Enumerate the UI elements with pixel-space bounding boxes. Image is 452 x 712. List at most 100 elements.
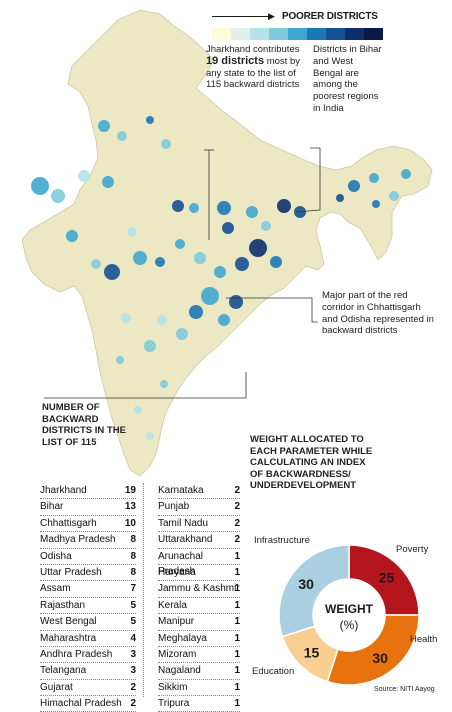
- district-count: 2: [130, 698, 136, 710]
- callout-bihar-wb: Districts in Bihar and West Bengal are a…: [313, 44, 382, 114]
- weight-donut-chart: 25 30 15 30 WEIGHT (%): [278, 544, 420, 686]
- state-name: Jammu & Kashmir: [158, 583, 240, 595]
- table-row: Madhya Pradesh 8: [40, 532, 136, 549]
- callout-red-corridor: Major part of the red corridor in Chhatt…: [322, 290, 434, 337]
- state-name: Jharkhand: [40, 485, 87, 496]
- donut-value-poverty: 25: [379, 570, 395, 586]
- district-count: 1: [234, 648, 240, 660]
- callout-jharkhand-bold: 19 districts: [206, 54, 265, 67]
- district-count: 1: [234, 616, 240, 628]
- donut-value-health: 30: [372, 650, 388, 666]
- district-dot: [176, 328, 188, 340]
- district-dot: [117, 131, 127, 141]
- label-infrastructure: Infrastructure: [254, 535, 310, 546]
- source-note: Source: NITI Aayog: [374, 686, 435, 693]
- state-name: Chhattisgarh: [40, 517, 97, 529]
- row-divider: [40, 563, 136, 565]
- row-divider: [40, 645, 136, 647]
- row-divider: [158, 695, 240, 697]
- district-count: 1: [234, 681, 240, 693]
- state-name: Kerala: [158, 599, 187, 611]
- district-dot: [277, 199, 291, 213]
- district-dot: [146, 432, 154, 440]
- state-name: Madhya Pradesh: [40, 534, 116, 546]
- row-divider: [158, 514, 240, 516]
- india-outline: [21, 9, 433, 477]
- row-divider: [158, 662, 240, 664]
- state-name: Meghalaya: [158, 632, 207, 644]
- district-count: 2: [234, 517, 240, 529]
- district-dot: [189, 305, 203, 319]
- row-divider: [158, 563, 240, 565]
- district-dot: [157, 315, 167, 325]
- red-corridor-leader: [226, 297, 318, 323]
- row-divider: [40, 629, 136, 631]
- district-dot: [98, 120, 110, 132]
- state-name: Gujarat: [40, 681, 73, 693]
- table-row: Tripura 1: [158, 696, 240, 712]
- legend-swatch: [212, 28, 231, 40]
- district-dot: [336, 194, 344, 202]
- legend-title: POORER DISTRICTS: [282, 11, 378, 22]
- district-count: 1: [234, 583, 240, 595]
- legend-swatch: [326, 28, 345, 40]
- table-row: Andhra Pradesh 3: [40, 647, 136, 664]
- table-row: Punjab 2: [158, 499, 240, 516]
- label-poverty: Poverty: [396, 544, 429, 555]
- row-divider: [158, 629, 240, 631]
- state-name: Nagaland: [158, 665, 201, 677]
- district-dot: [121, 313, 131, 323]
- table-row: Jharkhand 19: [40, 483, 136, 500]
- table-row: Odisha 8: [40, 549, 136, 565]
- districts-table-right: Karnataka 2 Punjab 2 Tamil Nadu 2 Uttarakhand 2…: [158, 483, 240, 712]
- district-dot: [161, 139, 171, 149]
- table-row: Karnataka 2: [158, 483, 240, 500]
- district-count: 8: [130, 566, 136, 578]
- row-divider: [158, 547, 240, 549]
- table-row: Sikkim 1: [158, 680, 240, 697]
- arrow-right-icon: ▶: [268, 11, 275, 21]
- state-name: Sikkim: [158, 681, 188, 693]
- district-dot: [222, 222, 234, 234]
- state-name: West Bengal: [40, 616, 97, 628]
- district-count: 19: [124, 485, 136, 496]
- district-dot: [389, 191, 399, 201]
- table-row: Nagaland 1: [158, 663, 240, 680]
- district-dot: [175, 239, 185, 249]
- legend-swatch: [307, 28, 326, 40]
- district-dot: [146, 116, 154, 124]
- district-count: 8: [130, 550, 136, 562]
- legend-swatch: [269, 28, 288, 40]
- district-count: 3: [130, 665, 136, 677]
- district-dot: [201, 287, 219, 305]
- district-dot: [172, 200, 184, 212]
- state-name: Bihar: [40, 501, 64, 513]
- state-name: Odisha: [40, 550, 72, 562]
- state-name: Assam: [40, 583, 71, 595]
- donut-slice-infrastructure: [278, 544, 350, 638]
- label-health: Health: [410, 634, 438, 645]
- state-name: Rajasthan: [40, 599, 86, 611]
- table-row: Telangana 3: [40, 663, 136, 680]
- district-count: 1: [234, 599, 240, 611]
- table-heading: NUMBER OF BACKWARD DISTRICTS IN THE LIST…: [42, 402, 126, 448]
- district-dot: [66, 230, 78, 242]
- district-dot: [348, 180, 360, 192]
- legend-swatch: [345, 28, 364, 40]
- district-dot: [401, 169, 411, 179]
- district-dot: [217, 201, 231, 215]
- table-row: Chhattisgarh 10: [40, 516, 136, 533]
- district-count: 2: [130, 681, 136, 693]
- district-dot: [51, 189, 65, 203]
- district-dot: [116, 356, 124, 364]
- state-name: Punjab: [158, 501, 190, 513]
- state-name: Manipur: [158, 616, 195, 628]
- district-count: 4: [130, 632, 136, 644]
- district-dot: [102, 176, 114, 188]
- row-divider: [40, 498, 136, 500]
- district-count: 1: [234, 566, 240, 578]
- bihar-wb-leader: [295, 147, 321, 213]
- district-count: 5: [130, 616, 136, 628]
